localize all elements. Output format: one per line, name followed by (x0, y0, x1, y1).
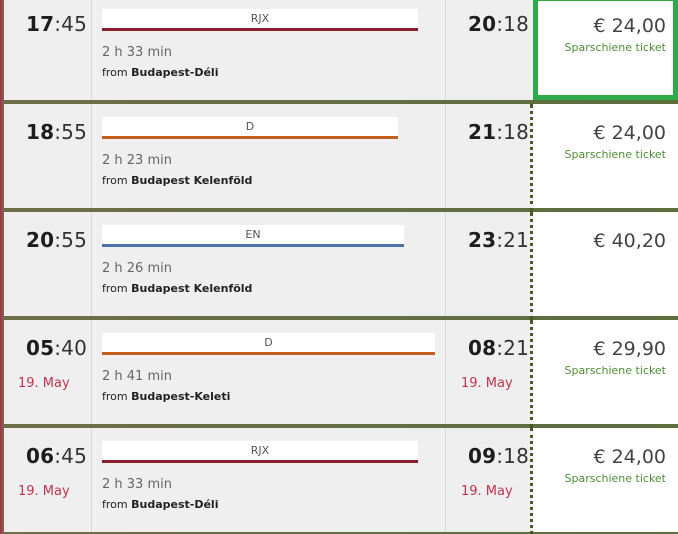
arrival-date: 19. May (461, 376, 513, 391)
arrival-time: 09:18 (468, 444, 530, 468)
dotted-connector (530, 104, 533, 212)
price-value: € 24,00 (593, 122, 666, 144)
train-type-badge: D (102, 333, 435, 355)
column-divider (445, 104, 446, 208)
dotted-connector (530, 428, 533, 534)
arrival-time: 08:21 (468, 336, 530, 360)
origin-station: from Budapest Kelenföld (102, 282, 253, 295)
column-divider (91, 212, 92, 316)
column-divider (445, 0, 446, 100)
train-type-badge: EN (102, 225, 404, 247)
dotted-connector (530, 320, 533, 428)
price-value: € 24,00 (593, 15, 666, 37)
connection-row[interactable]: 05:40 19. May D 2 h 41 min from Budapest… (4, 320, 678, 424)
column-divider (91, 428, 92, 532)
departure-time: 20:55 (26, 228, 88, 252)
connection-row[interactable]: 20:55 EN 2 h 26 min from Budapest Kelenf… (4, 212, 678, 316)
connection-row[interactable]: 17:45 RJX 2 h 33 min from Budapest-Déli … (4, 0, 678, 100)
price-option[interactable]: € 24,00 Sparschiene ticket (533, 104, 678, 208)
trip-duration: 2 h 41 min (102, 369, 172, 384)
trip-duration: 2 h 26 min (102, 261, 172, 276)
connection-row[interactable]: 18:55 D 2 h 23 min from Budapest Kelenfö… (4, 104, 678, 208)
departure-time: 05:40 (26, 336, 88, 360)
column-divider (445, 428, 446, 532)
column-divider (445, 212, 446, 316)
column-divider (91, 320, 92, 424)
column-divider (91, 0, 92, 100)
train-type-badge: RJX (102, 9, 418, 31)
price-option[interactable]: € 24,00 Sparschiene ticket (533, 428, 678, 532)
arrival-time: 23:21 (468, 228, 530, 252)
trip-duration: 2 h 33 min (102, 477, 172, 492)
ticket-type: Sparschiene ticket (564, 364, 666, 377)
trip-duration: 2 h 33 min (102, 45, 172, 60)
departure-date: 19. May (18, 376, 70, 391)
departure-time: 17:45 (26, 12, 88, 36)
ticket-type: Sparschiene ticket (564, 41, 666, 54)
ticket-type: Sparschiene ticket (564, 472, 666, 485)
arrival-time: 21:18 (468, 120, 530, 144)
origin-station: from Budapest-Déli (102, 498, 219, 511)
train-type-badge: RJX (102, 441, 418, 463)
trip-duration: 2 h 23 min (102, 153, 172, 168)
origin-station: from Budapest-Keleti (102, 390, 231, 403)
dotted-connector (530, 212, 533, 320)
departure-date: 19. May (18, 484, 70, 499)
origin-station: from Budapest Kelenföld (102, 174, 253, 187)
price-value: € 24,00 (593, 446, 666, 468)
arrival-time: 20:18 (468, 12, 530, 36)
price-option[interactable]: € 24,00 Sparschiene ticket (533, 0, 678, 100)
price-value: € 29,90 (593, 338, 666, 360)
column-divider (445, 320, 446, 424)
price-option[interactable]: € 29,90 Sparschiene ticket (533, 320, 678, 424)
arrival-date: 19. May (461, 484, 513, 499)
origin-station: from Budapest-Déli (102, 66, 219, 79)
price-option[interactable]: € 40,20 (533, 212, 678, 316)
price-value: € 40,20 (593, 230, 666, 252)
departure-time: 06:45 (26, 444, 88, 468)
column-divider (91, 104, 92, 208)
departure-time: 18:55 (26, 120, 88, 144)
ticket-type: Sparschiene ticket (564, 148, 666, 161)
train-type-badge: D (102, 117, 398, 139)
connection-row[interactable]: 06:45 19. May RJX 2 h 33 min from Budape… (4, 428, 678, 532)
